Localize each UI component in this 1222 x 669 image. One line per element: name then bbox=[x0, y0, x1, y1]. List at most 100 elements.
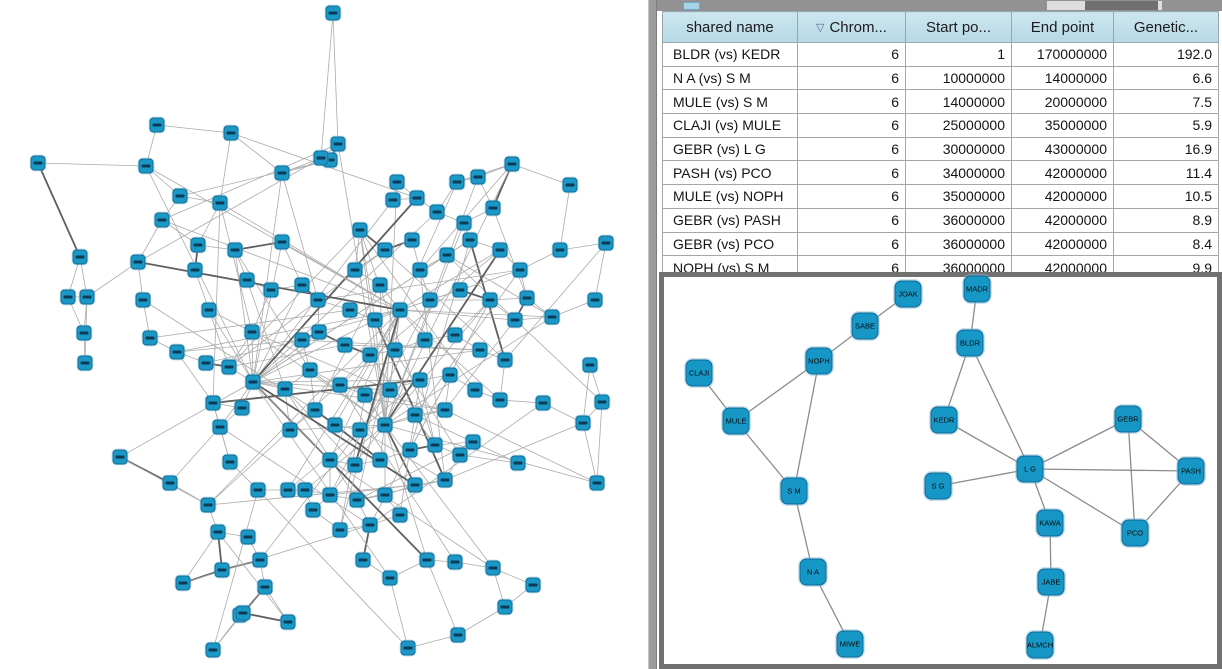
network-node[interactable] bbox=[485, 560, 501, 576]
network-node[interactable] bbox=[252, 552, 268, 568]
network-node[interactable] bbox=[302, 362, 318, 378]
table-cell[interactable]: 6 bbox=[797, 65, 906, 91]
network-node[interactable] bbox=[407, 407, 423, 423]
network-node[interactable] bbox=[201, 302, 217, 318]
network-node[interactable] bbox=[422, 292, 438, 308]
network-node[interactable] bbox=[485, 200, 501, 216]
table-row[interactable]: MULE (vs) NOPH 6 35000000 42000000 10.5 bbox=[662, 184, 1219, 209]
table-row[interactable]: MULE (vs) S M 6 14000000 20000000 7.5 bbox=[662, 89, 1219, 115]
network-node[interactable]: SABE bbox=[851, 312, 879, 340]
network-node[interactable] bbox=[77, 355, 93, 371]
table-cell[interactable]: 10000000 bbox=[905, 65, 1012, 91]
network-node[interactable] bbox=[162, 475, 178, 491]
network-node[interactable] bbox=[377, 487, 393, 503]
network-node[interactable] bbox=[587, 292, 603, 308]
network-node[interactable] bbox=[245, 374, 261, 390]
network-node[interactable] bbox=[274, 234, 290, 250]
network-node[interactable] bbox=[221, 359, 237, 375]
network-node[interactable] bbox=[198, 355, 214, 371]
network-node[interactable] bbox=[392, 507, 408, 523]
network-node[interactable]: JOAK bbox=[894, 280, 922, 308]
table-cell[interactable]: 6 bbox=[797, 207, 906, 233]
network-node[interactable] bbox=[402, 442, 418, 458]
table-cell[interactable]: GEBR (vs) PCO bbox=[662, 231, 798, 257]
network-node[interactable] bbox=[72, 249, 88, 265]
network-node[interactable] bbox=[452, 447, 468, 463]
network-node[interactable] bbox=[355, 552, 371, 568]
network-node[interactable] bbox=[169, 344, 185, 360]
table-cell[interactable]: 25000000 bbox=[905, 113, 1012, 138]
network-node[interactable] bbox=[138, 158, 154, 174]
network-node[interactable] bbox=[417, 332, 433, 348]
network-node[interactable]: MULE bbox=[722, 407, 750, 435]
network-node[interactable] bbox=[223, 125, 239, 141]
network-node[interactable] bbox=[205, 642, 221, 658]
network-node[interactable] bbox=[313, 150, 329, 166]
table-row[interactable]: GEBR (vs) PCO 6 36000000 42000000 8.4 bbox=[662, 231, 1219, 257]
network-node[interactable] bbox=[280, 614, 296, 630]
network-node[interactable] bbox=[400, 640, 416, 656]
network-node[interactable] bbox=[492, 242, 508, 258]
table-cell[interactable]: 8.4 bbox=[1113, 231, 1219, 257]
network-node[interactable] bbox=[212, 195, 228, 211]
table-cell[interactable]: 42000000 bbox=[1011, 231, 1114, 257]
network-node[interactable] bbox=[525, 577, 541, 593]
network-node[interactable] bbox=[342, 302, 358, 318]
network-node[interactable] bbox=[257, 579, 273, 595]
table-cell[interactable]: 6 bbox=[797, 184, 906, 209]
network-node[interactable] bbox=[437, 472, 453, 488]
network-node[interactable] bbox=[465, 434, 481, 450]
network-node[interactable] bbox=[222, 454, 238, 470]
network-node[interactable] bbox=[598, 235, 614, 251]
network-node[interactable] bbox=[504, 156, 520, 172]
table-cell[interactable]: 6.6 bbox=[1113, 65, 1219, 91]
network-node[interactable] bbox=[352, 222, 368, 238]
network-node[interactable] bbox=[387, 342, 403, 358]
network-node[interactable] bbox=[325, 5, 341, 21]
network-node[interactable] bbox=[172, 188, 188, 204]
table-cell[interactable]: 42000000 bbox=[1011, 184, 1114, 209]
network-node[interactable] bbox=[294, 332, 310, 348]
network-node[interactable]: KEDR bbox=[930, 406, 958, 434]
network-node[interactable] bbox=[412, 262, 428, 278]
network-node[interactable] bbox=[507, 312, 523, 328]
network-node[interactable] bbox=[112, 449, 128, 465]
table-hscrollbar-thumb[interactable] bbox=[1085, 1, 1158, 10]
network-node[interactable] bbox=[337, 337, 353, 353]
network-node[interactable] bbox=[382, 382, 398, 398]
network-node[interactable] bbox=[227, 242, 243, 258]
network-node[interactable]: MIWE bbox=[836, 630, 864, 658]
network-node[interactable] bbox=[535, 395, 551, 411]
network-node[interactable] bbox=[452, 282, 468, 298]
network-node[interactable]: MADR bbox=[963, 275, 991, 303]
network-node[interactable] bbox=[372, 452, 388, 468]
column-header[interactable]: Start po... bbox=[905, 11, 1012, 43]
network-node[interactable] bbox=[135, 292, 151, 308]
table-cell[interactable]: 170000000 bbox=[1011, 42, 1114, 67]
table-cell[interactable]: 42000000 bbox=[1011, 207, 1114, 233]
network-node[interactable] bbox=[377, 417, 393, 433]
network-node[interactable] bbox=[239, 272, 255, 288]
table-cell[interactable]: 34000000 bbox=[905, 160, 1012, 186]
table-row[interactable]: N A (vs) S M 6 10000000 14000000 6.6 bbox=[662, 65, 1219, 91]
table-cell[interactable]: 43000000 bbox=[1011, 136, 1114, 162]
table-cell[interactable]: 6 bbox=[797, 113, 906, 138]
network-node[interactable] bbox=[310, 292, 326, 308]
network-node[interactable]: N A bbox=[799, 558, 827, 586]
network-node[interactable] bbox=[200, 497, 216, 513]
network-node[interactable] bbox=[154, 212, 170, 228]
table-cell[interactable]: 6 bbox=[797, 42, 906, 67]
network-node[interactable] bbox=[450, 627, 466, 643]
network-node[interactable] bbox=[311, 324, 327, 340]
network-node[interactable] bbox=[234, 400, 250, 416]
column-header[interactable]: End point bbox=[1011, 11, 1114, 43]
network-node[interactable] bbox=[385, 192, 401, 208]
network-node[interactable] bbox=[437, 402, 453, 418]
network-node[interactable] bbox=[407, 477, 423, 493]
table-cell[interactable]: 35000000 bbox=[1011, 113, 1114, 138]
table-cell[interactable]: 11.4 bbox=[1113, 160, 1219, 186]
table-cell[interactable]: 6 bbox=[797, 136, 906, 162]
network-node[interactable] bbox=[327, 417, 343, 433]
table-cell[interactable]: 7.5 bbox=[1113, 89, 1219, 115]
network-node[interactable] bbox=[347, 457, 363, 473]
